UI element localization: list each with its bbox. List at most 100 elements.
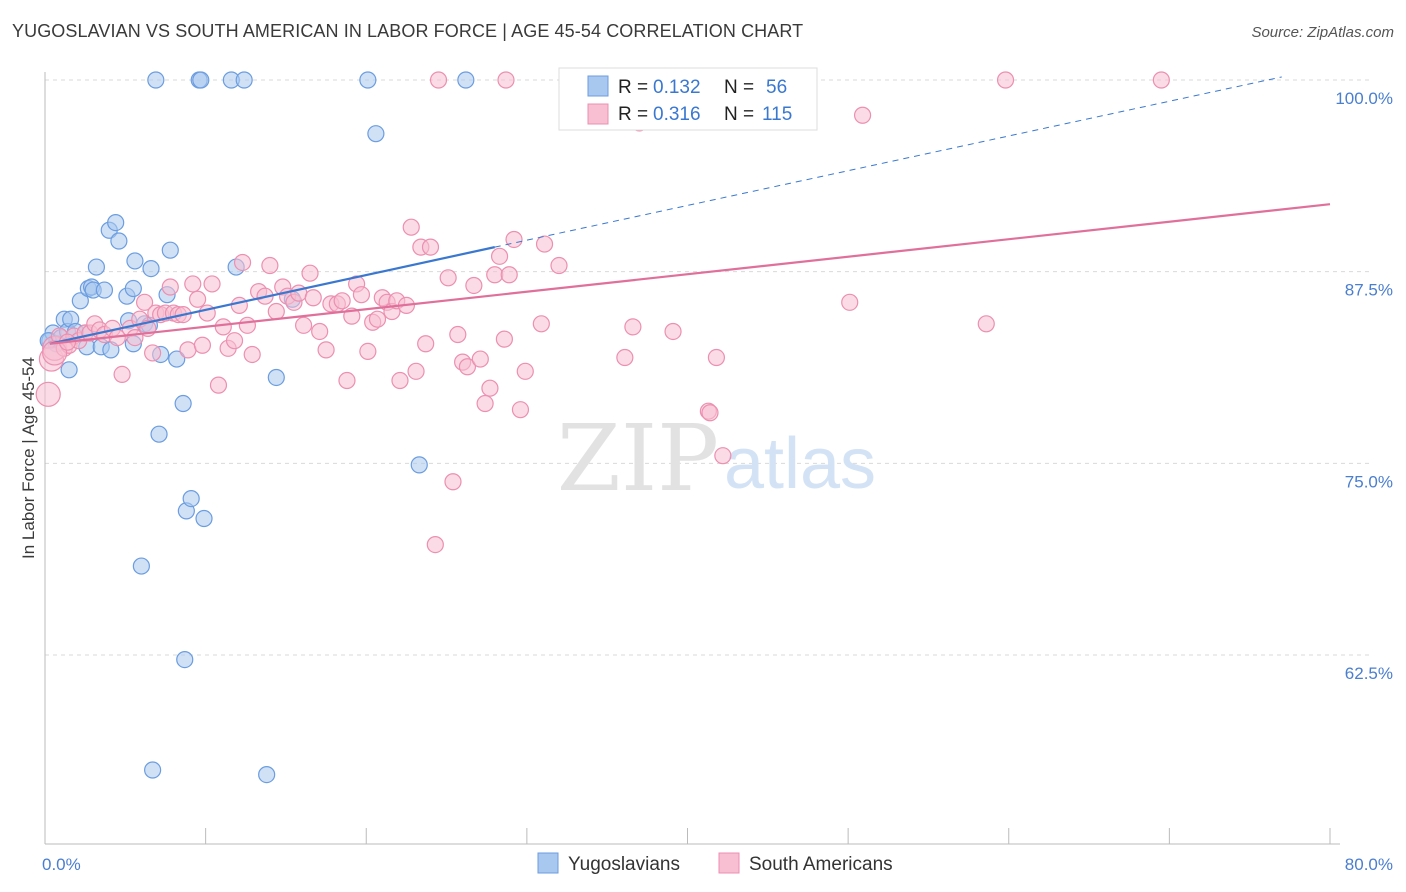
chart-title: YUGOSLAVIAN VS SOUTH AMERICAN IN LABOR F… [12, 21, 804, 41]
trend-line-south-americans [49, 203, 1331, 345]
point-south-americans-105 [853, 106, 872, 124]
point-south-americans-94 [532, 315, 550, 333]
point-south-americans-52 [301, 264, 319, 282]
points-layer [35, 71, 1170, 784]
x-tick-label-1: 80.0% [1345, 855, 1393, 874]
point-south-americans-109 [429, 71, 448, 89]
point-south-americans-59 [338, 371, 356, 390]
point-south-americans-55 [317, 341, 335, 359]
point-south-americans-32 [193, 336, 212, 354]
point-yugoslavians-15 [87, 258, 106, 276]
point-south-americans-35 [209, 376, 228, 394]
point-south-americans-89 [495, 330, 513, 348]
trend-line-yugoslavians [49, 246, 495, 345]
point-yugoslavians-49 [267, 368, 285, 387]
point-south-americans-62 [352, 286, 371, 304]
point-yugoslavians-9 [71, 292, 89, 310]
series-legend-label-south-americans: South Americans [749, 854, 893, 875]
point-yugoslavians-54 [457, 71, 475, 89]
point-south-americans-51 [295, 316, 313, 334]
point-yugoslavians-37 [168, 350, 186, 368]
point-yugoslavians-36 [161, 241, 179, 259]
point-south-americans-29 [179, 341, 197, 359]
point-yugoslavians-24 [124, 279, 142, 298]
point-yugoslavians-47 [235, 71, 253, 89]
stats-legend-n-label-pink: N = [724, 104, 754, 125]
point-south-americans-108 [1152, 71, 1170, 89]
point-south-americans-87 [486, 266, 504, 284]
point-south-americans-99 [664, 322, 682, 341]
point-yugoslavians-6 [60, 361, 78, 379]
point-south-americans-15 [113, 365, 131, 383]
point-south-americans-65 [368, 310, 387, 328]
point-yugoslavians-27 [132, 557, 150, 575]
point-yugoslavians-39 [176, 650, 194, 669]
y-tick-label-0: 100.0% [1335, 89, 1393, 108]
point-south-americans-82 [458, 358, 477, 376]
y-axis-label: In Labor Force | Age 45-54 [19, 357, 38, 559]
trend-extension-yugoslavians [494, 76, 1282, 248]
point-south-americans-0 [35, 381, 61, 407]
point-yugoslavians-52 [367, 125, 385, 143]
point-south-americans-36 [214, 318, 232, 336]
point-south-americans-95 [535, 235, 554, 253]
point-south-americans-92 [511, 401, 530, 419]
point-south-americans-77 [426, 535, 444, 554]
point-south-americans-58 [333, 292, 351, 310]
point-south-americans-79 [444, 473, 462, 491]
point-south-americans-19 [135, 293, 154, 311]
point-south-americans-53 [304, 289, 322, 307]
point-south-americans-101 [701, 404, 719, 422]
point-south-americans-30 [184, 275, 202, 293]
y-tick-labels: 100.0% 87.5% 75.0% 62.5% [1335, 89, 1393, 683]
point-south-americans-80 [449, 325, 467, 344]
point-south-americans-54 [311, 322, 329, 341]
point-south-americans-110 [497, 71, 515, 89]
point-south-americans-72 [402, 218, 420, 236]
point-south-americans-76 [421, 238, 440, 256]
point-yugoslavians-32 [147, 71, 165, 89]
point-yugoslavians-53 [410, 456, 428, 474]
grid-layer [45, 79, 1370, 656]
point-south-americans-39 [230, 296, 248, 314]
point-yugoslavians-26 [126, 252, 144, 270]
point-south-americans-102 [707, 348, 726, 367]
point-yugoslavians-31 [144, 761, 162, 779]
point-south-americans-78 [439, 269, 457, 287]
point-south-americans-91 [505, 230, 523, 249]
stats-legend-swatch-blue [587, 75, 609, 97]
stats-legend: R = 0.132 N = 56 R = 0.316 N = 115 [558, 67, 818, 131]
point-south-americans-21 [144, 344, 162, 362]
x-tick-label-0: 0.0% [42, 855, 81, 874]
point-south-americans-88 [490, 247, 509, 265]
point-south-americans-97 [616, 348, 634, 367]
point-yugoslavians-20 [107, 214, 125, 232]
point-south-americans-38 [225, 332, 244, 350]
point-yugoslavians-30 [142, 260, 160, 278]
point-south-americans-98 [624, 318, 642, 336]
point-south-americans-31 [188, 290, 207, 308]
chart-source: Source: ZipAtlas.com [1251, 24, 1394, 41]
watermark: ZIP atlas [557, 405, 876, 512]
point-south-americans-75 [417, 335, 435, 353]
point-south-americans-41 [238, 316, 256, 334]
stats-legend-n-label-blue: N = [724, 77, 754, 98]
point-yugoslavians-43 [192, 71, 210, 89]
stats-legend-n-value-blue: 56 [766, 77, 787, 98]
point-south-americans-70 [391, 371, 409, 390]
point-south-americans-106 [977, 315, 995, 333]
axis-layer [44, 72, 1340, 845]
point-south-americans-104 [841, 293, 859, 311]
point-south-americans-40 [233, 253, 252, 272]
stats-legend-r-label-blue: R = [618, 77, 648, 98]
stats-legend-r-value-pink: 0.316 [653, 104, 701, 125]
stats-legend-r-value-blue: 0.132 [653, 77, 701, 98]
point-south-americans-42 [243, 345, 261, 364]
trend-layer [49, 76, 1331, 345]
series-legend: Yugoslavians South Americans [537, 852, 893, 875]
stats-legend-swatch-pink [587, 103, 609, 125]
point-south-americans-93 [516, 362, 534, 380]
point-yugoslavians-21 [110, 232, 128, 250]
